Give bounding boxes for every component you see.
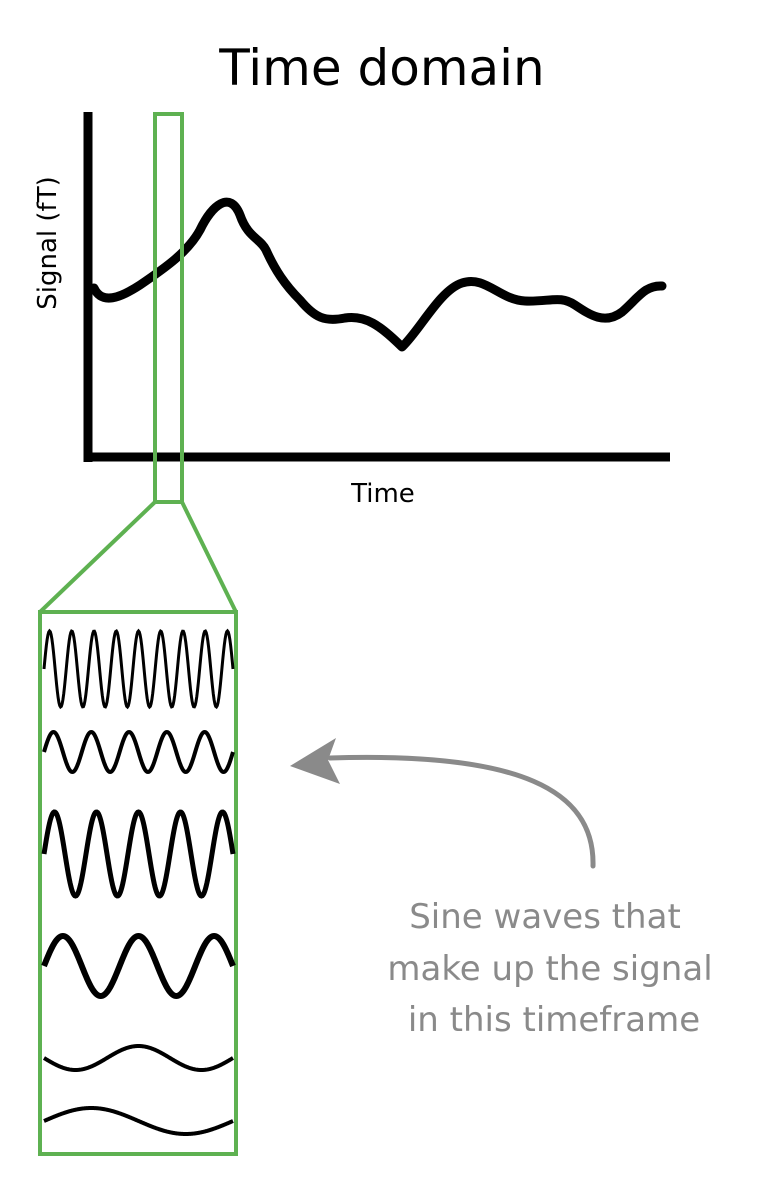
caption-line-2: make up the signal (387, 949, 712, 989)
arrow-shaft (327, 754, 596, 869)
sine-wave-6 (43, 1106, 234, 1136)
arrow-head-icon (290, 738, 340, 784)
timeframe-highlight (153, 112, 184, 504)
sine-wave-1 (42, 628, 235, 710)
zoom-connector-left (38, 500, 157, 614)
sine-wave-5 (42, 1043, 235, 1073)
sine-wave-panel (38, 610, 238, 1156)
signal-curve (89, 197, 667, 352)
caption-line-3: in this timeframe (408, 1000, 700, 1040)
caption-line-1: Sine waves that (409, 897, 681, 937)
sine-wave-4 (41, 932, 236, 1000)
curved-arrow (290, 738, 596, 869)
y-axis-label: Signal (fT) (33, 176, 63, 309)
zoom-box (38, 610, 238, 1156)
x-axis-label: Time (350, 479, 415, 509)
sine-wave-3 (41, 809, 236, 899)
caption: Sine waves that make up the signal in th… (387, 897, 712, 1040)
axes (83, 112, 670, 462)
sine-wave-2 (42, 729, 235, 775)
zoom-connector-right (180, 501, 238, 613)
diagram-title: Time domain (218, 39, 545, 97)
